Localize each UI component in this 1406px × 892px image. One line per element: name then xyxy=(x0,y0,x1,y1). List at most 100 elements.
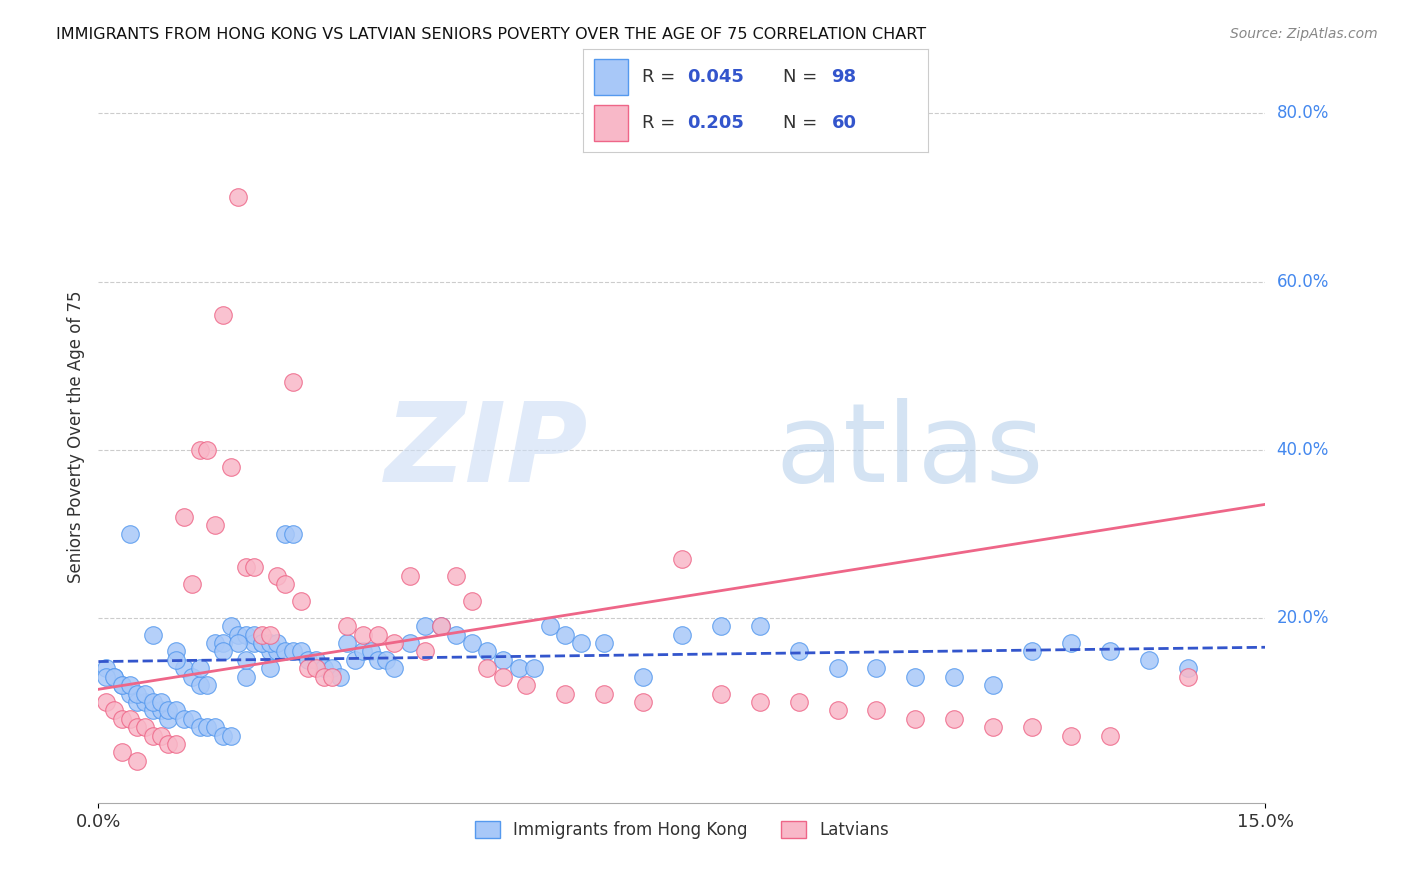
Point xyxy=(111,745,134,759)
Point xyxy=(157,703,180,717)
Point xyxy=(274,577,297,591)
Point xyxy=(235,627,257,641)
Point xyxy=(142,729,165,743)
Point xyxy=(787,644,810,658)
Point xyxy=(290,594,312,608)
FancyBboxPatch shape xyxy=(593,60,628,95)
Point xyxy=(219,729,242,743)
Point xyxy=(188,661,211,675)
Point xyxy=(413,619,436,633)
Point xyxy=(827,661,849,675)
Point xyxy=(243,636,266,650)
Point xyxy=(134,720,156,734)
Point xyxy=(266,569,288,583)
Point xyxy=(336,619,359,633)
Point xyxy=(180,712,202,726)
Point xyxy=(195,442,218,457)
Text: 60.0%: 60.0% xyxy=(1277,273,1329,291)
Point xyxy=(593,636,616,650)
Point xyxy=(142,627,165,641)
Point xyxy=(173,712,195,726)
Point xyxy=(180,577,202,591)
Point xyxy=(281,644,304,658)
Point xyxy=(477,644,499,658)
Point xyxy=(281,526,304,541)
Text: ZIP: ZIP xyxy=(385,398,589,505)
Point xyxy=(1021,720,1043,734)
Point xyxy=(274,526,297,541)
Point xyxy=(492,653,515,667)
Text: 98: 98 xyxy=(831,68,856,86)
Text: 40.0%: 40.0% xyxy=(1277,441,1329,458)
Point xyxy=(157,712,180,726)
Point xyxy=(398,636,420,650)
Point xyxy=(593,686,616,700)
Point xyxy=(360,644,382,658)
Text: R =: R = xyxy=(643,68,681,86)
Text: N =: N = xyxy=(783,68,824,86)
Legend: Immigrants from Hong Kong, Latvians: Immigrants from Hong Kong, Latvians xyxy=(468,814,896,846)
Point xyxy=(329,670,352,684)
Point xyxy=(149,703,172,717)
Text: IMMIGRANTS FROM HONG KONG VS LATVIAN SENIORS POVERTY OVER THE AGE OF 75 CORRELAT: IMMIGRANTS FROM HONG KONG VS LATVIAN SEN… xyxy=(56,27,927,42)
Point xyxy=(336,636,359,650)
Point xyxy=(118,526,141,541)
Point xyxy=(382,636,405,650)
Point xyxy=(290,644,312,658)
Point xyxy=(865,661,887,675)
Point xyxy=(96,670,118,684)
Point xyxy=(134,695,156,709)
Point xyxy=(312,661,335,675)
Point xyxy=(165,644,187,658)
Point xyxy=(554,627,576,641)
Point xyxy=(149,729,172,743)
Point xyxy=(134,686,156,700)
Point xyxy=(305,653,328,667)
Point xyxy=(1098,729,1121,743)
Point xyxy=(204,636,226,650)
Point xyxy=(235,560,257,574)
Point xyxy=(204,720,226,734)
Point xyxy=(554,686,576,700)
Text: R =: R = xyxy=(643,114,681,132)
Point xyxy=(103,670,125,684)
Point xyxy=(344,653,367,667)
Point xyxy=(212,308,235,322)
Point xyxy=(250,636,273,650)
Point xyxy=(312,670,335,684)
Point xyxy=(165,653,187,667)
Point xyxy=(228,190,250,204)
Point xyxy=(180,670,202,684)
Point xyxy=(981,720,1004,734)
Point xyxy=(1060,636,1083,650)
Point xyxy=(492,670,515,684)
Point xyxy=(235,653,257,667)
Point xyxy=(173,510,195,524)
Point xyxy=(142,703,165,717)
Point xyxy=(631,695,654,709)
Point xyxy=(671,552,693,566)
Point xyxy=(165,703,187,717)
Point xyxy=(297,653,319,667)
Point xyxy=(398,569,420,583)
Point xyxy=(477,661,499,675)
Point xyxy=(981,678,1004,692)
Point xyxy=(127,754,149,768)
Point xyxy=(943,712,966,726)
Y-axis label: Seniors Poverty Over the Age of 75: Seniors Poverty Over the Age of 75 xyxy=(66,291,84,583)
Point xyxy=(446,569,468,583)
Point xyxy=(352,627,374,641)
Text: 60: 60 xyxy=(831,114,856,132)
Point xyxy=(127,695,149,709)
Point xyxy=(413,644,436,658)
Point xyxy=(321,670,343,684)
Point xyxy=(173,661,195,675)
Point xyxy=(235,670,257,684)
Text: Source: ZipAtlas.com: Source: ZipAtlas.com xyxy=(1230,27,1378,41)
Point xyxy=(382,661,405,675)
Point xyxy=(266,636,288,650)
Point xyxy=(111,678,134,692)
Point xyxy=(127,686,149,700)
Point xyxy=(671,627,693,641)
Point xyxy=(259,644,281,658)
